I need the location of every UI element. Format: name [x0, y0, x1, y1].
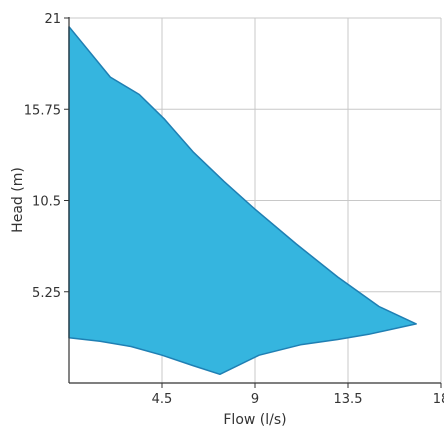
- x-tick-label: 13.5: [334, 392, 363, 407]
- y-tick-label: 21: [44, 12, 61, 27]
- x-tick-label: 9: [251, 392, 259, 407]
- axes: [64, 17, 442, 388]
- y-axis-title: Head (m): [10, 167, 26, 233]
- y-tick-label: 5.25: [32, 286, 61, 301]
- operating-region-area: [68, 25, 417, 376]
- x-tick-label: 4.5: [152, 392, 173, 407]
- x-tick-label: 18: [433, 392, 444, 407]
- x-axis-title: Flow (l/s): [223, 412, 286, 428]
- y-tick-label: 10.5: [32, 195, 61, 210]
- y-tick-label: 15.75: [24, 103, 61, 118]
- x-tick-labels: 4.5 9 13.5 18: [152, 392, 444, 407]
- y-tick-labels: 5.25 10.5 15.75 21: [24, 12, 61, 301]
